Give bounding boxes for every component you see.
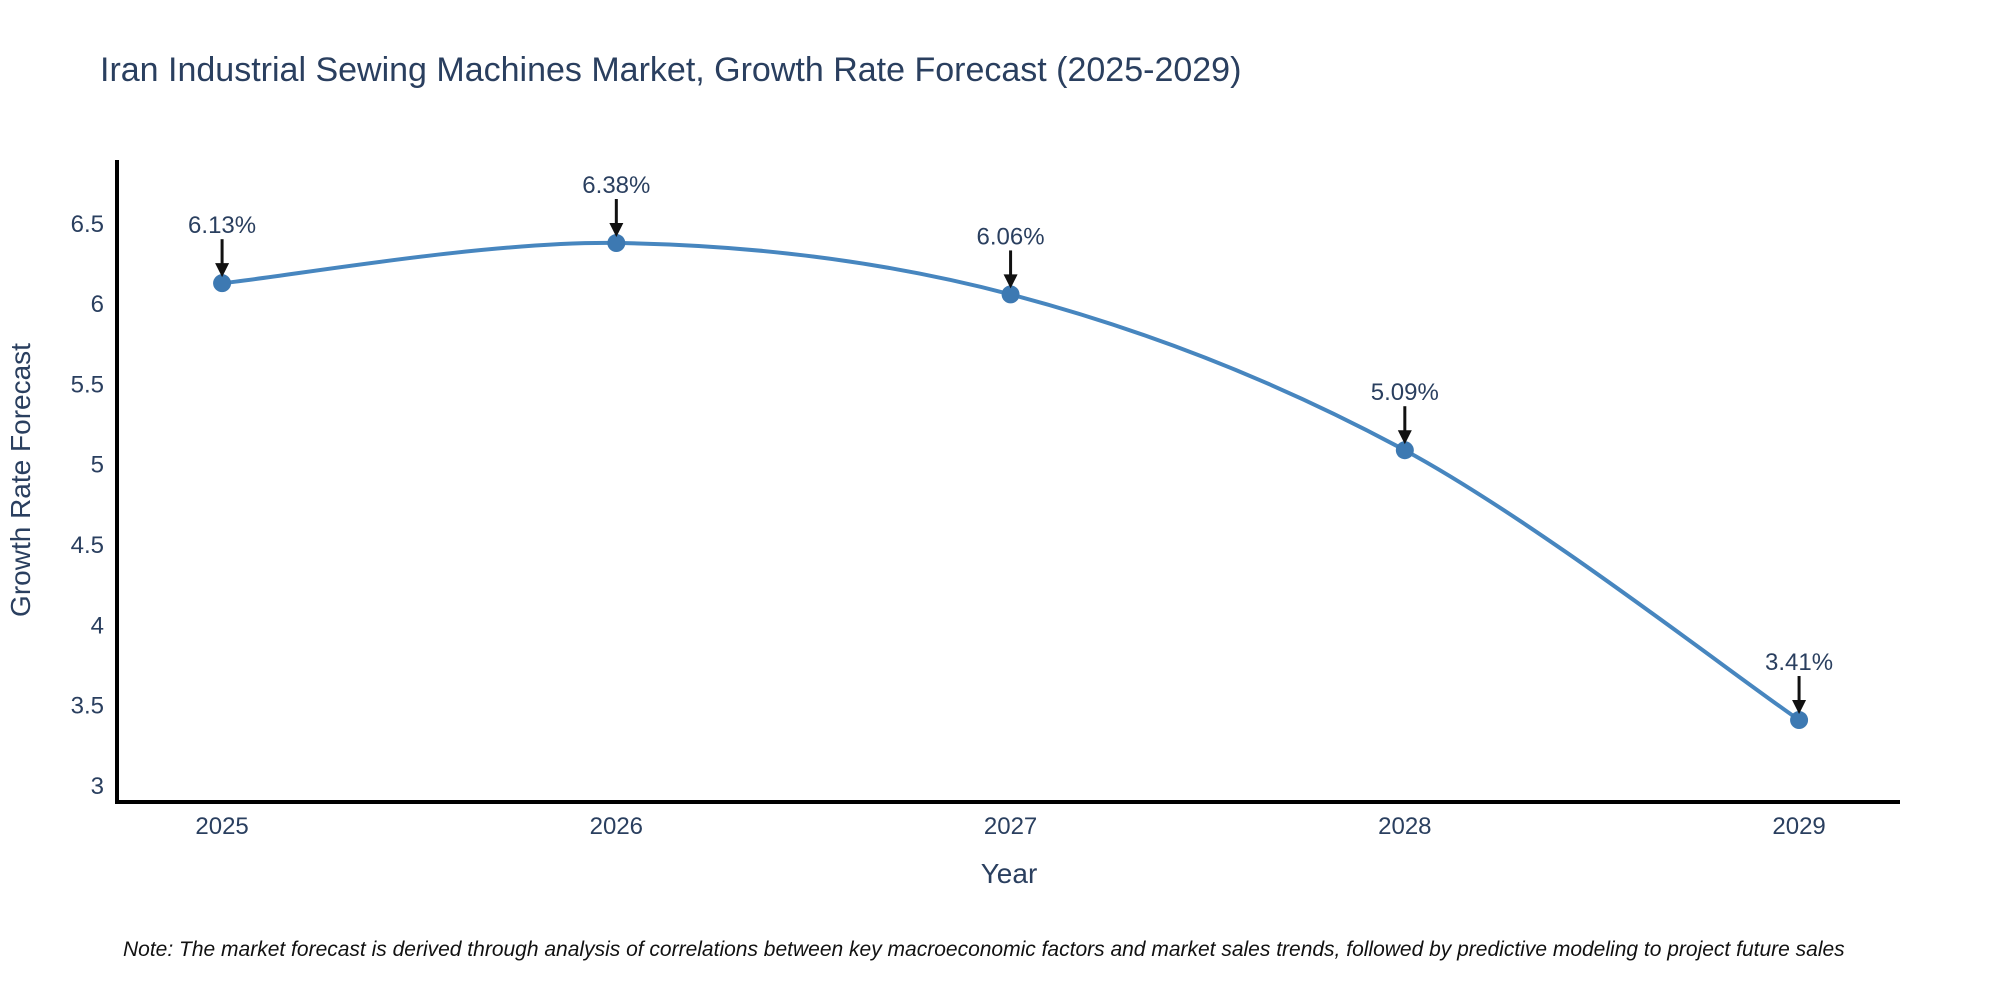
point-annotation-label: 6.06% bbox=[977, 223, 1045, 250]
y-tick-label: 6.5 bbox=[71, 211, 104, 238]
annotation-arrow-head bbox=[609, 223, 624, 238]
annotation-arrow-head bbox=[1792, 700, 1807, 715]
y-tick-label: 3 bbox=[91, 773, 104, 800]
x-tick-label: 2029 bbox=[1772, 813, 1825, 840]
data-point-marker[interactable] bbox=[1395, 441, 1414, 460]
data-point-marker[interactable] bbox=[607, 234, 626, 253]
point-annotation-label: 3.41% bbox=[1765, 649, 1833, 676]
y-tick-label: 5.5 bbox=[71, 371, 104, 398]
y-tick-label: 3.5 bbox=[71, 693, 104, 720]
data-point-marker[interactable] bbox=[1790, 711, 1809, 730]
x-tick-label: 2027 bbox=[984, 813, 1037, 840]
y-tick-label: 5 bbox=[91, 452, 104, 479]
x-tick-label: 2026 bbox=[590, 813, 643, 840]
annotation-arrow-head bbox=[1397, 430, 1412, 445]
x-axis-title: Year bbox=[981, 858, 1038, 889]
trend-line bbox=[220, 240, 1802, 722]
point-annotation-label: 6.38% bbox=[582, 172, 650, 199]
footnote: Note: The market forecast is derived thr… bbox=[123, 938, 1845, 961]
annotation-arrow-head bbox=[1003, 274, 1018, 289]
data-point-marker[interactable] bbox=[1001, 285, 1020, 304]
point-annotation-label: 5.09% bbox=[1371, 379, 1439, 406]
y-tick-label: 6 bbox=[91, 291, 104, 318]
y-tick-label: 4.5 bbox=[71, 532, 104, 559]
y-tick-label: 4 bbox=[91, 612, 104, 639]
point-annotation-label: 6.13% bbox=[188, 212, 256, 239]
y-axis-title: Growth Rate Forecast bbox=[5, 343, 36, 617]
x-tick-label: 2025 bbox=[195, 813, 248, 840]
x-tick-label: 2028 bbox=[1378, 813, 1431, 840]
annotation-arrow-head bbox=[215, 263, 230, 278]
chart-title: Iran Industrial Sewing Machines Market, … bbox=[100, 51, 1242, 89]
data-point-marker[interactable] bbox=[213, 274, 232, 293]
